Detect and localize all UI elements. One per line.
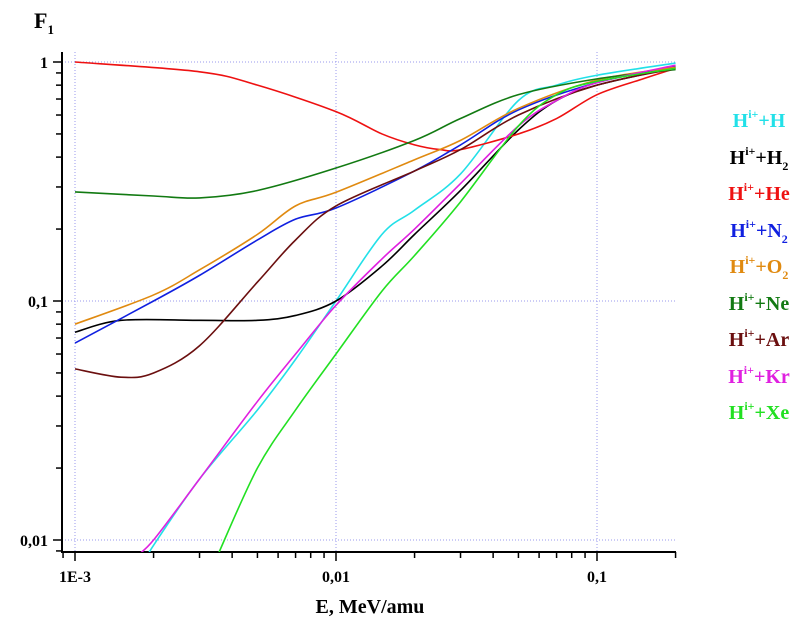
legend-item: Hi++O2 [718, 253, 800, 293]
legend-label-rest: +N [755, 219, 782, 242]
legend-label-base: H [728, 365, 744, 388]
legend-item: Hi++N2 [718, 216, 800, 257]
legend-label-rest: +Xe [754, 402, 790, 424]
series-lines [74, 61, 676, 552]
legend-item: Hi++Xe [718, 399, 800, 439]
series-line-h-h2 [74, 66, 676, 334]
legend-label-base: H [730, 219, 746, 242]
legend-label-rest: +H [758, 110, 786, 132]
series-line-h-h [148, 62, 676, 552]
legend-label-sub: 2 [781, 231, 788, 246]
legend-label-sup: i+ [744, 326, 755, 340]
x-axis-label: E, MeV/amu [315, 596, 425, 618]
legend-label-sup: i+ [744, 289, 755, 304]
legend-label-rest: +Ne [754, 292, 790, 315]
legend-label-sup: i+ [744, 399, 755, 413]
series-line-h-ar [74, 67, 676, 379]
legend-item: Hi++Ne [718, 289, 800, 330]
legend-label-base: H [728, 402, 745, 424]
legend-label-base: H [728, 329, 745, 351]
y-axis-label: F1 [34, 8, 54, 37]
x-tick-label: 1E-3 [59, 569, 91, 586]
legend-label-sup: i+ [743, 362, 754, 377]
legend-label-sup: i+ [745, 143, 756, 158]
legend-label-sub: 2 [782, 268, 789, 282]
legend-item: Hi++H [718, 107, 800, 147]
axes: 1E-3 0,01 0,1 1 0,1 0,01 [20, 52, 677, 586]
legend-label-sub: 2 [782, 158, 789, 173]
legend-item: Hi++He [718, 180, 800, 220]
legend-label-sup: i+ [745, 253, 756, 267]
legend: Hi++H Hi++H2 Hi++He Hi++N2 Hi++O2 Hi++Ne Hi++A… [718, 107, 800, 439]
series-line-h-he [74, 61, 676, 152]
series-line-h-o2 [74, 66, 676, 325]
legend-label-sup: i+ [743, 180, 754, 194]
legend-item: Hi++H2 [718, 143, 800, 184]
legend-label-base: H [728, 183, 744, 205]
legend-label-base: H [729, 256, 746, 278]
series-line-h-xe [218, 67, 676, 552]
legend-label-rest: +H [755, 146, 783, 169]
legend-label-rest: +He [753, 183, 790, 205]
legend-label-sup: i+ [748, 107, 759, 121]
legend-label-base: H [729, 146, 746, 169]
series-line-h-ne [74, 68, 676, 199]
y-tick-label: 1 [40, 55, 48, 72]
legend-label-rest: +Ar [754, 329, 790, 351]
legend-label-base: H [732, 110, 749, 132]
y-axis-label-sub: 1 [47, 22, 54, 37]
x-tick-label: 0,01 [322, 569, 350, 586]
legend-item: Hi++Ar [718, 326, 800, 366]
series-line-h-kr [140, 64, 676, 552]
y-axis-label-base: F [34, 8, 48, 33]
series-line-h-n2 [74, 65, 676, 344]
x-tick-label: 0,1 [587, 569, 607, 586]
y-tick-label: 0,1 [28, 294, 48, 311]
y-tick-label: 0,01 [20, 533, 48, 550]
legend-label-base: H [728, 292, 745, 315]
legend-label-sup: i+ [745, 216, 756, 231]
legend-label-rest: +Kr [753, 365, 790, 388]
legend-label-rest: +O [755, 256, 783, 278]
legend-item: Hi++Kr [718, 362, 800, 403]
